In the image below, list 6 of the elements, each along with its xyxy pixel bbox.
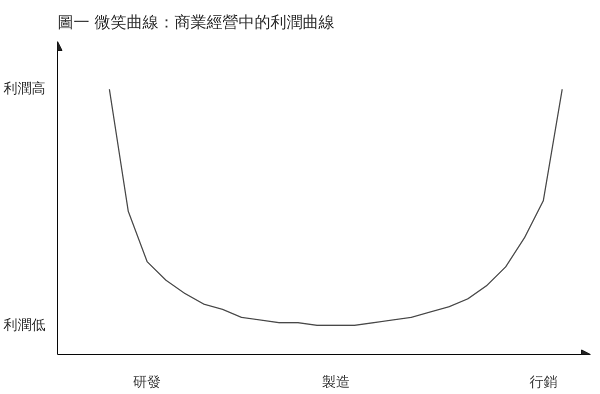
x-tick-label: 製造 xyxy=(322,374,350,390)
x-tick-label: 行銷 xyxy=(529,374,558,390)
x-tick-label: 研發 xyxy=(133,374,162,390)
text: 利潤低 xyxy=(4,317,46,334)
chart-title: 圖一 微笑曲線：商業經營中的利潤曲線 xyxy=(58,12,335,32)
text: 利潤高 xyxy=(4,81,46,98)
